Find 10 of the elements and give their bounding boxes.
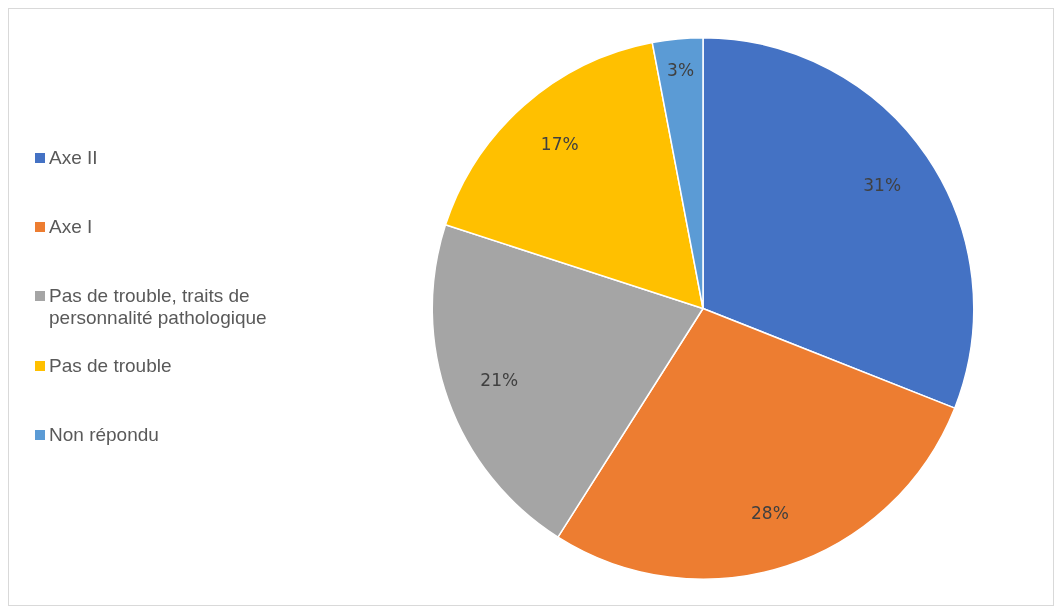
data-label: 28%: [751, 502, 789, 523]
data-label: 17%: [540, 134, 579, 155]
legend-label: Axe II: [49, 147, 98, 169]
legend-label: Pas de trouble: [49, 355, 172, 377]
legend-label: Axe I: [49, 216, 93, 238]
data-label: 31%: [863, 175, 902, 196]
legend-label: Pas de trouble, traits de personnalité pathologique: [49, 285, 268, 329]
data-label: 21%: [480, 370, 519, 391]
legend-label: Non répondu: [49, 424, 159, 446]
data-label: 3%: [667, 59, 695, 80]
